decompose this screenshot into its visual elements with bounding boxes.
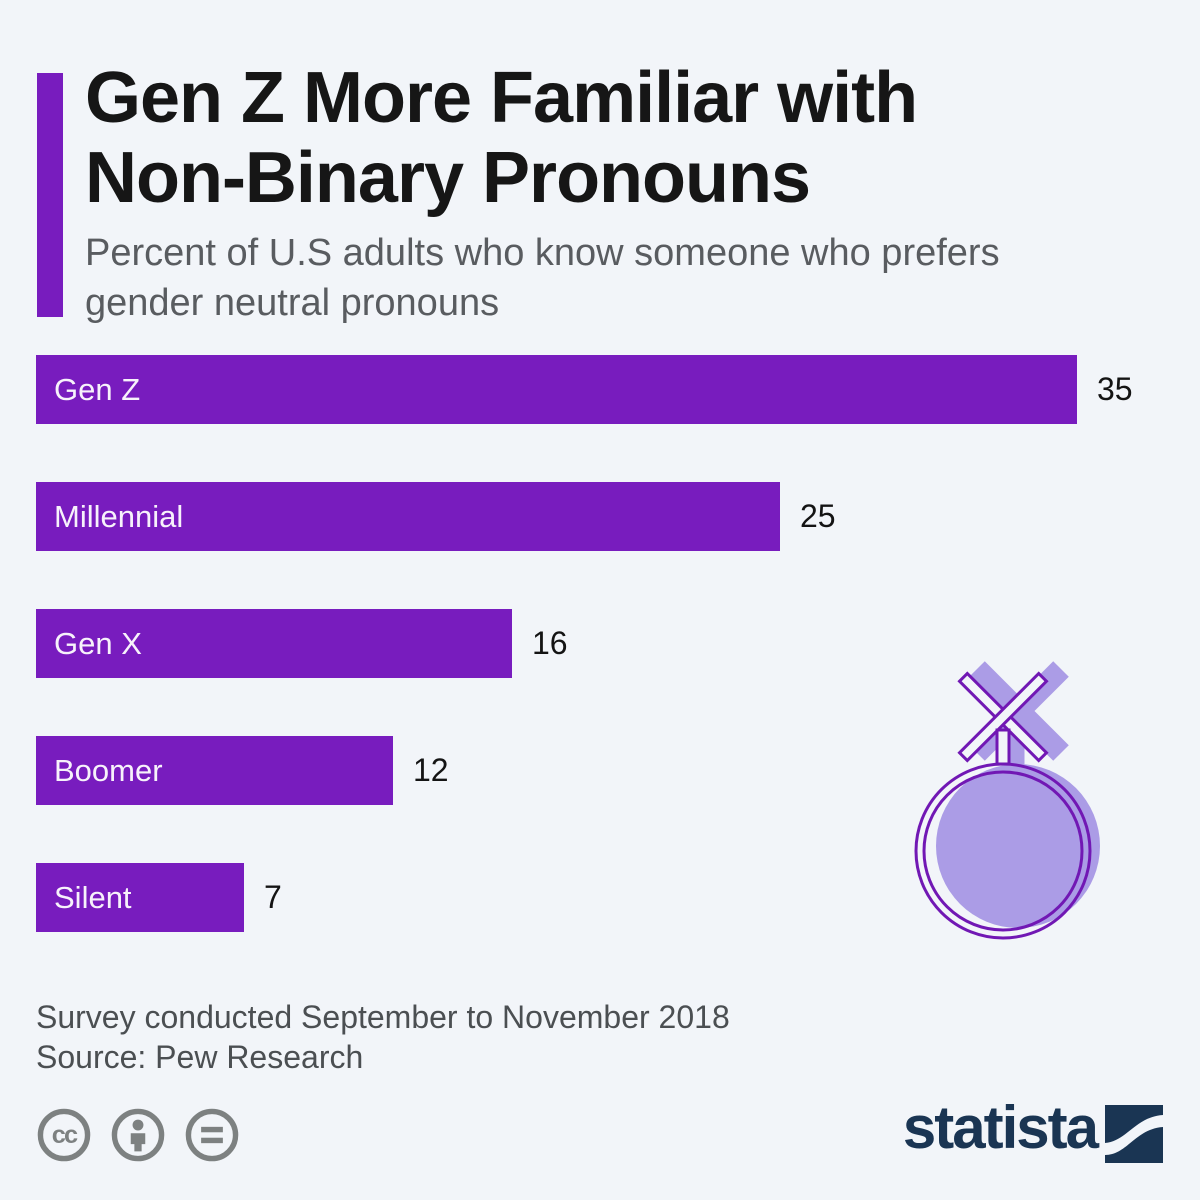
bar-row: Gen X 16 <box>36 609 568 678</box>
bar: Boomer <box>36 736 393 805</box>
bar-row: Gen Z 35 <box>36 355 1133 424</box>
bar-row: Boomer 12 <box>36 736 449 805</box>
bar-value: 35 <box>1097 371 1133 407</box>
creative-commons-icon[interactable]: cc <box>35 1106 93 1164</box>
page-subtitle: Percent of U.S adults who know someone w… <box>85 228 1000 328</box>
bar: Gen Z <box>36 355 1077 424</box>
bar-value: 25 <box>800 498 836 534</box>
survey-note: Survey conducted September to November 2… <box>36 999 730 1035</box>
license-icon-row: cc <box>35 1106 241 1164</box>
bar-row: Millennial 25 <box>36 482 836 551</box>
source-note: Source: Pew Research <box>36 1039 364 1075</box>
bar-label: Gen Z <box>54 371 141 407</box>
bar: Silent <box>36 863 244 932</box>
bar-value: 12 <box>413 752 449 788</box>
page-title-line-2: Non-Binary Pronouns <box>85 138 811 218</box>
page-title-line-1: Gen Z More Familiar with <box>85 58 918 138</box>
title-accent-bar <box>37 73 63 317</box>
bar-label: Gen X <box>54 625 142 661</box>
gender-symbol-outline <box>914 671 1092 940</box>
bar-value: 16 <box>532 625 568 661</box>
attribution-icon[interactable] <box>109 1106 167 1164</box>
page-subtitle-line-2: gender neutral pronouns <box>85 282 500 324</box>
svg-text:cc: cc <box>52 1121 78 1149</box>
non-binary-gender-symbol-icon <box>914 661 1100 940</box>
statista-logo-icon[interactable] <box>1105 1105 1163 1163</box>
no-derivatives-icon[interactable] <box>183 1106 241 1164</box>
statista-wordmark[interactable]: statista <box>902 1094 1099 1161</box>
page-subtitle-line-1: Percent of U.S adults who know someone w… <box>85 232 1000 274</box>
bar-label: Millennial <box>54 498 184 534</box>
bar: Gen X <box>36 609 512 678</box>
page-title: Gen Z More Familiar with Non-Binary Pron… <box>85 58 918 218</box>
footer-note: Survey conducted September to November 2… <box>36 997 730 1077</box>
bar-label: Silent <box>54 879 132 915</box>
bar: Millennial <box>36 482 780 551</box>
gender-symbol-silhouette <box>936 661 1100 928</box>
bar-label: Boomer <box>54 752 163 788</box>
bar-row: Silent 7 <box>36 863 282 932</box>
bar-value: 7 <box>264 879 282 915</box>
